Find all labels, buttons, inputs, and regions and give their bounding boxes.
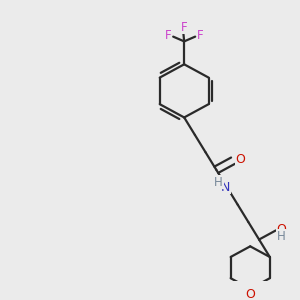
Text: F: F xyxy=(164,29,171,42)
Text: O: O xyxy=(245,288,255,300)
Text: H: H xyxy=(214,176,223,189)
Text: O: O xyxy=(236,153,245,166)
Text: O: O xyxy=(276,223,286,236)
Text: N: N xyxy=(221,181,230,194)
Text: F: F xyxy=(197,29,204,42)
Text: F: F xyxy=(181,21,188,34)
Text: H: H xyxy=(277,230,286,243)
